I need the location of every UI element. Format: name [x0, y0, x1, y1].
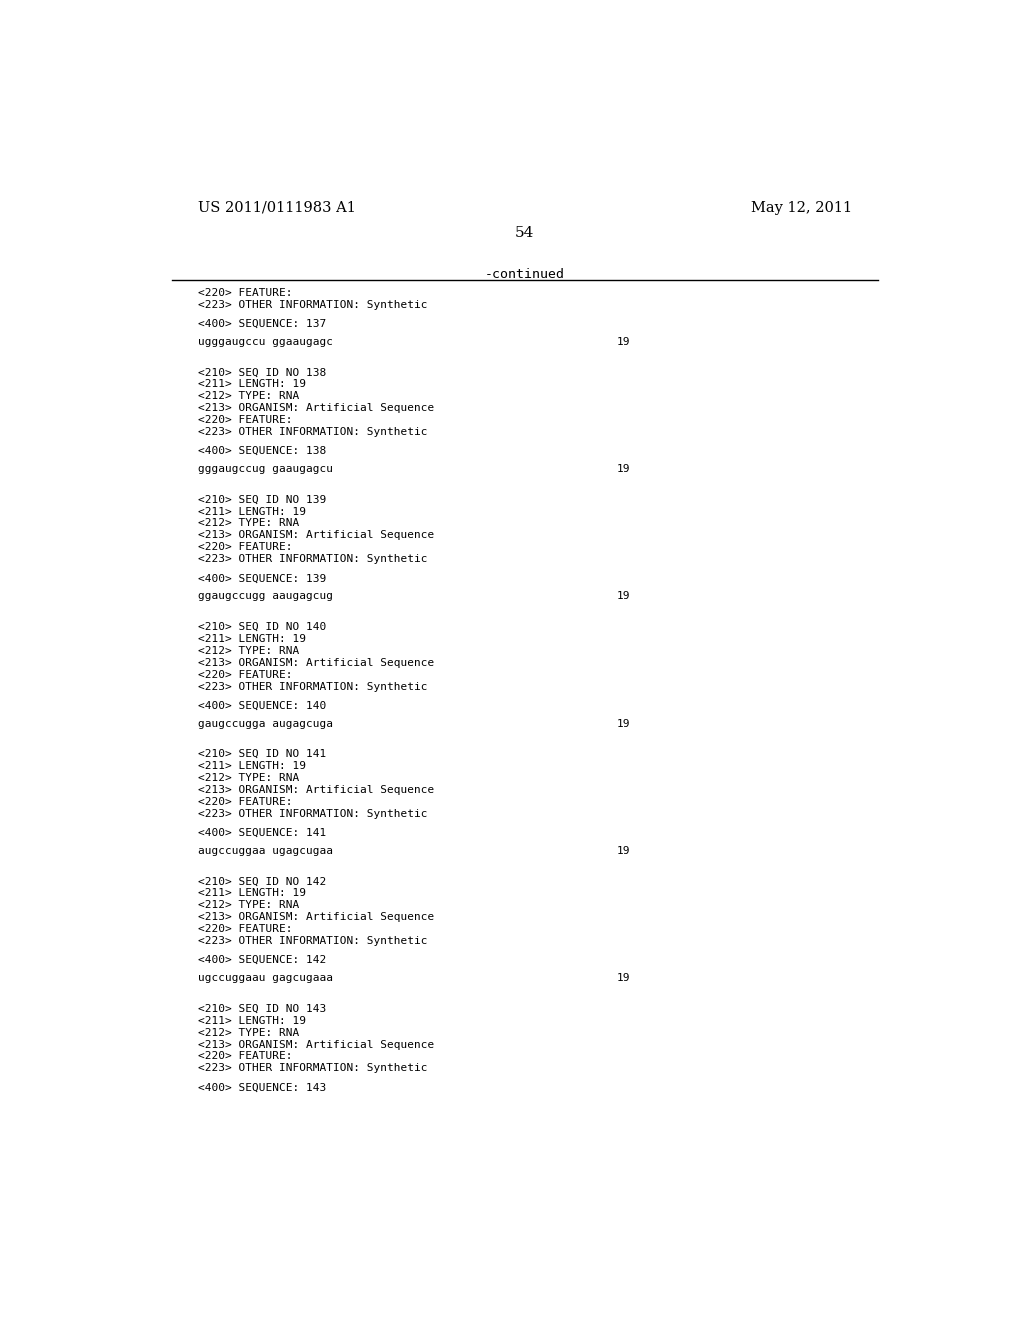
- Text: <400> SEQUENCE: 140: <400> SEQUENCE: 140: [198, 701, 326, 710]
- Text: <220> FEATURE:: <220> FEATURE:: [198, 543, 292, 552]
- Text: <220> FEATURE:: <220> FEATURE:: [198, 924, 292, 935]
- Text: <223> OTHER INFORMATION: Synthetic: <223> OTHER INFORMATION: Synthetic: [198, 681, 427, 692]
- Text: <400> SEQUENCE: 137: <400> SEQUENCE: 137: [198, 319, 326, 329]
- Text: <400> SEQUENCE: 141: <400> SEQUENCE: 141: [198, 828, 326, 838]
- Text: US 2011/0111983 A1: US 2011/0111983 A1: [198, 201, 355, 215]
- Text: <211> LENGTH: 19: <211> LENGTH: 19: [198, 762, 306, 771]
- Text: <211> LENGTH: 19: <211> LENGTH: 19: [198, 888, 306, 899]
- Text: <220> FEATURE:: <220> FEATURE:: [198, 797, 292, 807]
- Text: ugggaugccu ggaaugagc: ugggaugccu ggaaugagc: [198, 337, 333, 347]
- Text: <220> FEATURE:: <220> FEATURE:: [198, 414, 292, 425]
- Text: <213> ORGANISM: Artificial Sequence: <213> ORGANISM: Artificial Sequence: [198, 531, 434, 540]
- Text: <210> SEQ ID NO 141: <210> SEQ ID NO 141: [198, 750, 326, 759]
- Text: <212> TYPE: RNA: <212> TYPE: RNA: [198, 519, 299, 528]
- Text: <223> OTHER INFORMATION: Synthetic: <223> OTHER INFORMATION: Synthetic: [198, 936, 427, 946]
- Text: <213> ORGANISM: Artificial Sequence: <213> ORGANISM: Artificial Sequence: [198, 1040, 434, 1049]
- Text: <213> ORGANISM: Artificial Sequence: <213> ORGANISM: Artificial Sequence: [198, 785, 434, 795]
- Text: gaugccugga augagcuga: gaugccugga augagcuga: [198, 718, 333, 729]
- Text: <211> LENGTH: 19: <211> LENGTH: 19: [198, 379, 306, 389]
- Text: <210> SEQ ID NO 138: <210> SEQ ID NO 138: [198, 367, 326, 378]
- Text: <210> SEQ ID NO 142: <210> SEQ ID NO 142: [198, 876, 326, 887]
- Text: <211> LENGTH: 19: <211> LENGTH: 19: [198, 634, 306, 644]
- Text: 19: 19: [616, 846, 630, 855]
- Text: <400> SEQUENCE: 138: <400> SEQUENCE: 138: [198, 446, 326, 457]
- Text: <220> FEATURE:: <220> FEATURE:: [198, 1052, 292, 1061]
- Text: <212> TYPE: RNA: <212> TYPE: RNA: [198, 900, 299, 911]
- Text: <212> TYPE: RNA: <212> TYPE: RNA: [198, 391, 299, 401]
- Text: <213> ORGANISM: Artificial Sequence: <213> ORGANISM: Artificial Sequence: [198, 403, 434, 413]
- Text: <210> SEQ ID NO 143: <210> SEQ ID NO 143: [198, 1003, 326, 1014]
- Text: ggaugccugg aaugagcug: ggaugccugg aaugagcug: [198, 591, 333, 602]
- Text: <220> FEATURE:: <220> FEATURE:: [198, 669, 292, 680]
- Text: May 12, 2011: May 12, 2011: [751, 201, 852, 215]
- Text: augccuggaa ugagcugaa: augccuggaa ugagcugaa: [198, 846, 333, 855]
- Text: <223> OTHER INFORMATION: Synthetic: <223> OTHER INFORMATION: Synthetic: [198, 426, 427, 437]
- Text: 19: 19: [616, 718, 630, 729]
- Text: <212> TYPE: RNA: <212> TYPE: RNA: [198, 1027, 299, 1038]
- Text: -continued: -continued: [484, 268, 565, 281]
- Text: <211> LENGTH: 19: <211> LENGTH: 19: [198, 1015, 306, 1026]
- Text: 19: 19: [616, 973, 630, 983]
- Text: <210> SEQ ID NO 140: <210> SEQ ID NO 140: [198, 622, 326, 632]
- Text: <223> OTHER INFORMATION: Synthetic: <223> OTHER INFORMATION: Synthetic: [198, 809, 427, 818]
- Text: <211> LENGTH: 19: <211> LENGTH: 19: [198, 507, 306, 516]
- Text: gggaugccug gaaugagcu: gggaugccug gaaugagcu: [198, 465, 333, 474]
- Text: 54: 54: [515, 226, 535, 240]
- Text: <223> OTHER INFORMATION: Synthetic: <223> OTHER INFORMATION: Synthetic: [198, 554, 427, 564]
- Text: <212> TYPE: RNA: <212> TYPE: RNA: [198, 774, 299, 783]
- Text: ugccuggaau gagcugaaa: ugccuggaau gagcugaaa: [198, 973, 333, 983]
- Text: <213> ORGANISM: Artificial Sequence: <213> ORGANISM: Artificial Sequence: [198, 657, 434, 668]
- Text: <210> SEQ ID NO 139: <210> SEQ ID NO 139: [198, 495, 326, 504]
- Text: 19: 19: [616, 591, 630, 602]
- Text: <400> SEQUENCE: 139: <400> SEQUENCE: 139: [198, 573, 326, 583]
- Text: <212> TYPE: RNA: <212> TYPE: RNA: [198, 645, 299, 656]
- Text: <213> ORGANISM: Artificial Sequence: <213> ORGANISM: Artificial Sequence: [198, 912, 434, 923]
- Text: <220> FEATURE:: <220> FEATURE:: [198, 288, 292, 298]
- Text: <223> OTHER INFORMATION: Synthetic: <223> OTHER INFORMATION: Synthetic: [198, 1064, 427, 1073]
- Text: 19: 19: [616, 337, 630, 347]
- Text: <400> SEQUENCE: 143: <400> SEQUENCE: 143: [198, 1082, 326, 1093]
- Text: <400> SEQUENCE: 142: <400> SEQUENCE: 142: [198, 956, 326, 965]
- Text: 19: 19: [616, 465, 630, 474]
- Text: <223> OTHER INFORMATION: Synthetic: <223> OTHER INFORMATION: Synthetic: [198, 300, 427, 310]
